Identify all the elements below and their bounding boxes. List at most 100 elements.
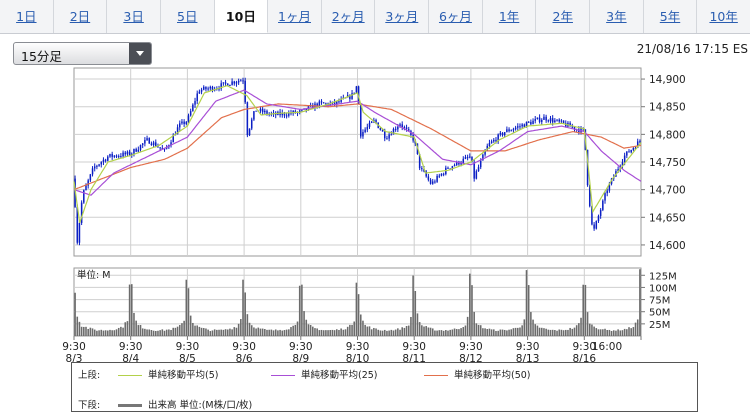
candle-body (351, 93, 353, 99)
volume-bar (388, 330, 390, 336)
volume-bar (473, 311, 475, 336)
candle-body (421, 168, 423, 170)
chevron-down-icon[interactable] (129, 43, 151, 64)
candle-body (390, 134, 393, 136)
candle-body (202, 86, 205, 90)
candle-body (628, 151, 630, 153)
x-tick-date: 8/12 (459, 353, 483, 362)
tab-3y[interactable]: 3年 (590, 0, 644, 33)
volume-bar (499, 329, 502, 336)
tab-2y[interactable]: 2年 (536, 0, 591, 33)
tab-3d[interactable]: 3日 (107, 0, 161, 33)
volume-bar (429, 327, 432, 336)
volume-bar (338, 329, 340, 336)
candle-body (124, 152, 127, 155)
candle-body (558, 119, 560, 122)
volume-bar (124, 322, 127, 336)
candle-body (560, 120, 563, 122)
tab-3m[interactable]: 3ヶ月 (375, 0, 430, 33)
volume-bar (170, 329, 172, 336)
volume-bar (554, 330, 556, 336)
candle-body (490, 141, 493, 144)
candle-body (250, 119, 253, 129)
volume-bar (305, 319, 308, 336)
tab-1d[interactable]: 1日 (0, 0, 54, 33)
volume-bar (556, 330, 558, 336)
candle-body (253, 111, 255, 120)
candle-body (360, 103, 362, 137)
candle-body (549, 118, 552, 122)
volume-bar (551, 329, 554, 336)
volume-bar (427, 327, 430, 336)
interval-select[interactable]: 15分足 (13, 42, 152, 65)
volume-bar (490, 329, 493, 336)
candle-body (534, 119, 536, 121)
price-tick-label: 14,700 (649, 185, 686, 197)
volume-bar (606, 330, 608, 336)
tab-6m[interactable]: 6ヶ月 (429, 0, 483, 33)
volume-bar (183, 320, 185, 336)
volume-bar (593, 326, 595, 336)
volume-bar (449, 329, 451, 336)
candle-body (322, 102, 325, 104)
volume-bar (205, 328, 207, 336)
volume-bar (434, 330, 436, 336)
volume-bar (479, 325, 482, 336)
candle-body (111, 153, 113, 157)
volume-bar (569, 327, 571, 336)
candle-body (244, 80, 246, 103)
tab-10y[interactable]: 10年 (709, 9, 738, 24)
candle-body (316, 103, 318, 107)
volume-bar (636, 319, 639, 336)
candle-body (630, 149, 632, 153)
volume-unit-label: 単位: M (77, 269, 110, 281)
volume-bar (495, 330, 497, 336)
candle-body (288, 112, 290, 116)
x-tick-time: 9:30 (346, 341, 370, 353)
candle-body (571, 126, 574, 128)
candle-body (176, 127, 179, 135)
tab-5y[interactable]: 5年 (644, 0, 698, 33)
candle-body (189, 111, 192, 116)
volume-bar (421, 325, 423, 336)
candle-body (141, 143, 144, 145)
volume-bar (440, 330, 443, 336)
tab-2m[interactable]: 2ヶ月 (322, 0, 376, 33)
candle-body (412, 134, 414, 141)
volume-bar (152, 330, 155, 336)
volume-bar (279, 329, 281, 336)
candle-body (455, 161, 458, 165)
volume-bar (608, 329, 611, 336)
tab-2d[interactable]: 2日 (54, 0, 108, 33)
volume-bar (198, 326, 201, 336)
candle-body (569, 122, 571, 127)
candle-body (431, 181, 434, 184)
volume-bar (80, 326, 83, 336)
volume-bar (503, 329, 506, 336)
candle-body (192, 104, 194, 112)
tab-1m[interactable]: 1ヶ月 (268, 0, 322, 33)
volume-bar (353, 321, 356, 336)
volume-bar (571, 328, 574, 336)
volume-bar (274, 329, 277, 336)
volume-bar (575, 325, 578, 336)
volume-bar (202, 328, 205, 336)
tab-10d[interactable]: 10日 (214, 0, 269, 33)
candle-body (355, 86, 358, 93)
candle-body (196, 93, 198, 102)
tab-1y[interactable]: 1年 (483, 0, 537, 33)
candle-body (128, 151, 131, 156)
volume-bar (405, 325, 408, 336)
volume-bar (314, 328, 316, 336)
candle-body (133, 148, 135, 154)
volume-bar (519, 327, 521, 336)
volume-bar (248, 322, 251, 336)
candle-body (429, 179, 432, 184)
tab-5d[interactable]: 5日 (161, 0, 215, 33)
candle-body (606, 190, 608, 194)
volume-bar (333, 330, 336, 336)
legend: 上段: 単純移動平均(5) 単純移動平均(25) 単純移動平均(50) 下段: … (71, 362, 698, 412)
candle-body (220, 83, 222, 89)
candle-body (172, 134, 174, 143)
volume-bar (87, 328, 89, 336)
